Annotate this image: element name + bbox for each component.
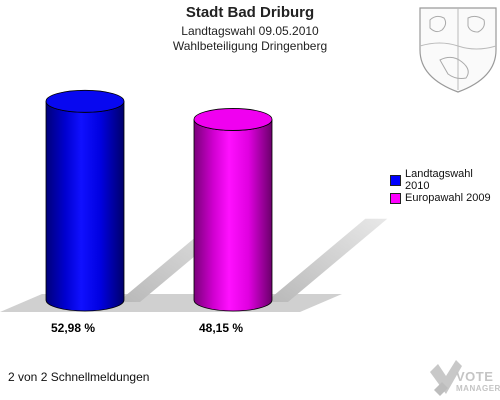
bar bbox=[45, 101, 125, 312]
chart-subtitle-topic: Wahlbeteiligung Dringenberg bbox=[172, 39, 328, 53]
chart-title: Stadt Bad Driburg bbox=[185, 4, 315, 21]
chart-subtitle-election: Landtagswahl 09.05.2010 bbox=[181, 24, 319, 38]
vote-manager-logo-text-top: VOTE bbox=[456, 369, 494, 384]
value-labels: 52,98 % 48,15 % bbox=[51, 321, 243, 335]
bar-shadow bbox=[266, 218, 388, 302]
bars-group bbox=[45, 89, 273, 312]
legend-item: Europawahl 2009 bbox=[390, 189, 500, 207]
chart-legend: Landtagswahl 2010 Europawahl 2009 bbox=[390, 168, 500, 207]
vote-manager-logo-text-bottom: MANAGER bbox=[456, 384, 500, 393]
coat-of-arms-icon bbox=[419, 7, 497, 93]
value-label: 52,98 % bbox=[51, 321, 95, 335]
legend-swatch bbox=[390, 192, 401, 204]
bar-top-cap bbox=[193, 108, 273, 131]
legend-swatch bbox=[390, 174, 401, 186]
legend-item: Landtagswahl 2010 bbox=[390, 168, 500, 192]
footer-status-text: 2 von 2 Schnellmeldungen bbox=[8, 370, 150, 384]
legend-label: Europawahl 2009 bbox=[405, 192, 491, 204]
bar-top-cap bbox=[45, 89, 125, 113]
bar bbox=[193, 119, 273, 312]
value-label: 48,15 % bbox=[199, 321, 243, 335]
vote-manager-logo-icon bbox=[430, 360, 462, 396]
legend-label: Landtagswahl 2010 bbox=[404, 168, 473, 192]
